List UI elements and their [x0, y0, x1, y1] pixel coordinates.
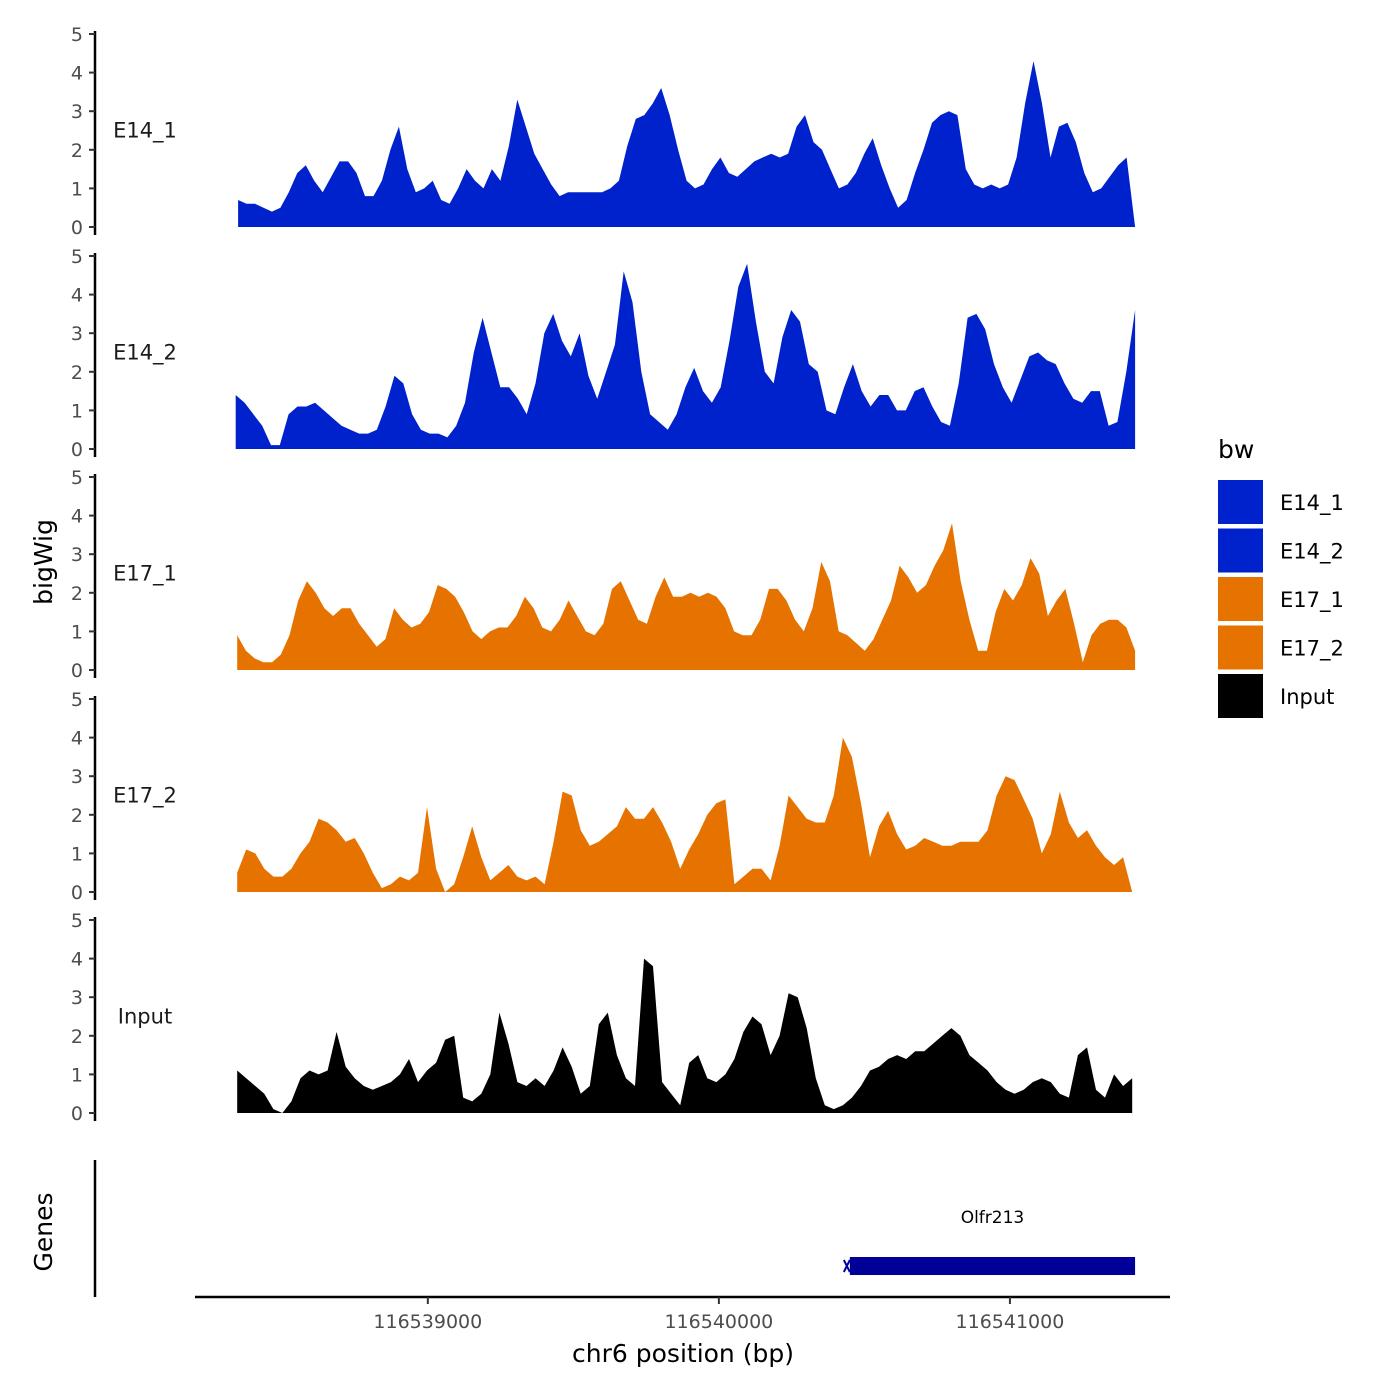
y-tick-label: 5 [71, 910, 83, 932]
x-axis-title: chr6 position (bp) [572, 1339, 794, 1368]
y-tick-label: 3 [71, 766, 83, 788]
x-tick-label: 116540000 [664, 1311, 773, 1333]
y-axis-title: bigWig [29, 519, 58, 605]
y-tick-label: 1 [71, 178, 83, 200]
strand-arrow-icon [842, 1259, 851, 1273]
x-tick-label: 116539000 [373, 1311, 482, 1333]
legend-item: E14_2 [1218, 528, 1344, 573]
y-tick-label: 5 [71, 24, 83, 46]
gene-annotation-track: Olfr213 [93, 1160, 1136, 1297]
y-tick-label: 5 [71, 246, 83, 268]
legend-swatch [1218, 577, 1263, 621]
coverage-area [237, 737, 1133, 892]
legend-swatch [1218, 528, 1263, 573]
track-e14-1: 0 1 2 3 4 5 E14_1 [71, 24, 1136, 239]
y-tick-label: 0 [71, 660, 83, 682]
y-tick-label: 4 [71, 285, 83, 307]
legend-swatch [1218, 625, 1263, 670]
coverage-tracks: 0 1 2 3 4 5 E14_1 0 1 2 3 4 5 E14_2 0 1 2 3 4 5 E17_1 0 1 2 3 4 5 E… [71, 24, 1136, 1125]
y-tick-label: 0 [71, 439, 83, 461]
coverage-area [237, 958, 1133, 1113]
coverage-area [238, 61, 1136, 227]
y-tick-label: 4 [71, 949, 83, 971]
genes-axis-title: Genes [29, 1192, 58, 1271]
legend-swatch [1218, 480, 1263, 524]
y-tick-label: 1 [71, 843, 83, 865]
track-label: E17_1 [113, 562, 177, 587]
y-tick-label: 1 [71, 621, 83, 643]
legend-item: E14_1 [1218, 480, 1344, 524]
y-tick-label: 1 [71, 1064, 83, 1086]
y-tick-label: 3 [71, 987, 83, 1009]
coverage-area [235, 263, 1136, 449]
track-e14-2: 0 1 2 3 4 5 E14_2 [71, 246, 1136, 461]
y-tick-label: 2 [71, 583, 83, 605]
legend-swatch [1218, 674, 1263, 718]
legend-label: E17_1 [1280, 588, 1344, 613]
track-e17-1: 0 1 2 3 4 5 E17_1 [71, 467, 1136, 682]
track-e17-2: 0 1 2 3 4 5 E17_2 [71, 689, 1133, 904]
y-tick-label: 2 [71, 140, 83, 162]
legend-title: bw [1218, 435, 1254, 464]
y-tick-label: 4 [71, 63, 83, 85]
coverage-area [237, 523, 1136, 670]
legend-item: E17_2 [1218, 625, 1344, 670]
x-axis: 116539000 116540000 116541000 [195, 1295, 1170, 1333]
gene-olfr213: Olfr213 [842, 1208, 1136, 1275]
legend-label: Input [1280, 685, 1334, 709]
legend-label: E17_2 [1280, 637, 1344, 662]
y-tick-label: 1 [71, 400, 83, 422]
y-tick-label: 2 [71, 1026, 83, 1048]
track-label: E14_2 [113, 341, 177, 366]
track-input: 0 1 2 3 4 5 Input [71, 910, 1133, 1125]
y-tick-label: 4 [71, 728, 83, 750]
x-tick-label: 116541000 [956, 1311, 1065, 1333]
legend-label: E14_2 [1280, 540, 1344, 565]
legend: bw E14_1 E14_2 E17_1 E17_2 Input [1218, 435, 1344, 718]
y-tick-label: 5 [71, 689, 83, 711]
legend-label: E14_1 [1280, 491, 1344, 516]
y-tick-label: 0 [71, 882, 83, 904]
y-tick-label: 3 [71, 101, 83, 123]
legend-item: Input [1218, 674, 1334, 718]
y-tick-label: 5 [71, 467, 83, 489]
track-label: E17_2 [113, 784, 177, 809]
gene-body [849, 1257, 1136, 1275]
gene-label: Olfr213 [961, 1208, 1025, 1228]
y-tick-label: 0 [71, 217, 83, 239]
y-tick-label: 4 [71, 506, 83, 528]
track-label: Input [118, 1005, 172, 1029]
y-tick-label: 2 [71, 362, 83, 384]
y-tick-label: 0 [71, 1103, 83, 1125]
y-tick-label: 3 [71, 544, 83, 566]
y-tick-label: 2 [71, 805, 83, 827]
track-label: E14_1 [113, 119, 177, 144]
y-tick-label: 3 [71, 323, 83, 345]
legend-item: E17_1 [1218, 577, 1344, 621]
